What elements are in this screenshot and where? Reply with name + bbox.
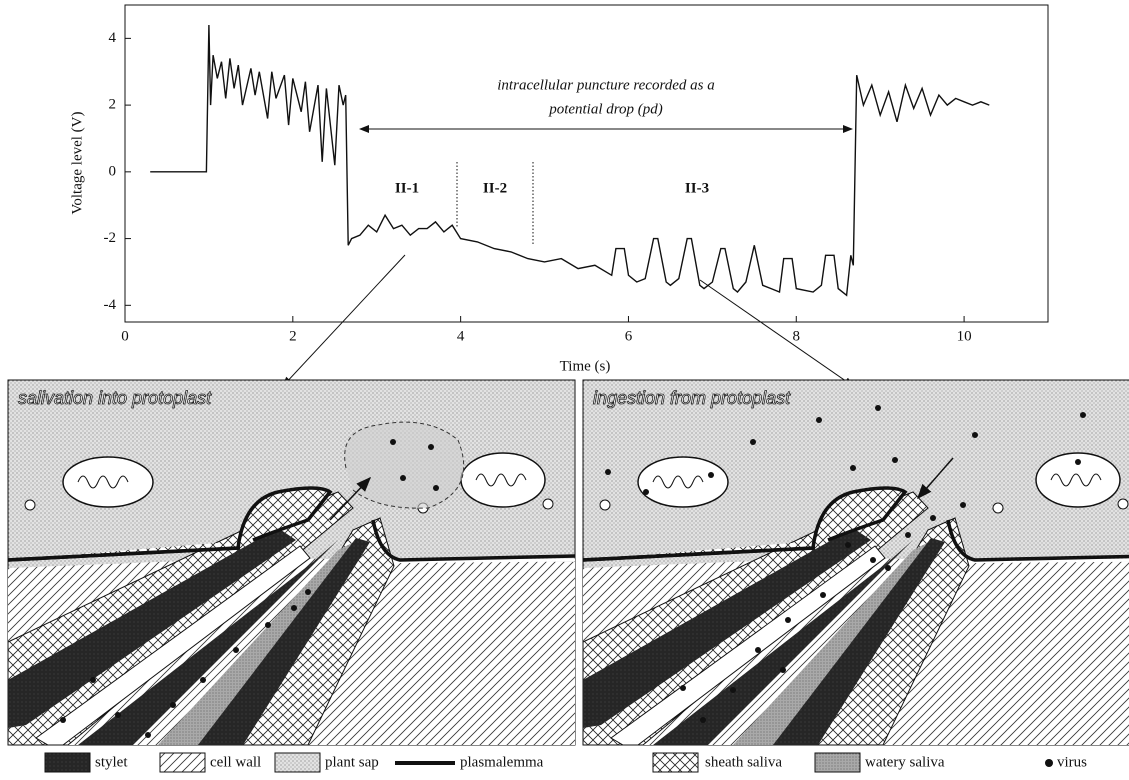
legend-label: watery saliva <box>865 754 945 770</box>
legend-label: stylet <box>95 754 128 770</box>
legend-swatch <box>652 752 699 773</box>
panel-title: salivation into protoplast <box>18 388 212 408</box>
x-tick-label: 6 <box>625 328 633 344</box>
legend-label: plant sap <box>325 754 379 770</box>
x-tick-label: 0 <box>121 328 129 344</box>
phase-label: II-3 <box>685 180 709 196</box>
x-tick-label: 10 <box>957 328 972 344</box>
x-tick-label: 2 <box>289 328 297 344</box>
phase-label: II-1 <box>395 180 419 196</box>
annotation: potential drop (pd) <box>548 101 663 117</box>
y-axis-title: Voltage level (V) <box>69 111 85 214</box>
legend-label: cell wall <box>210 754 261 770</box>
callout-arrow <box>282 254 406 387</box>
legend-swatch <box>44 752 91 773</box>
panel-right: ingestion from protoplast <box>581 378 1129 747</box>
legend-label: sheath saliva <box>705 754 782 770</box>
legend-label: plasmalemma <box>460 754 544 770</box>
phase-label: II-2 <box>483 180 507 196</box>
x-tick-label: 4 <box>457 328 465 344</box>
voltage-trace <box>150 24 990 297</box>
legend-swatch <box>159 752 206 773</box>
y-tick-label: 2 <box>109 97 117 113</box>
legend-swatch <box>274 752 321 773</box>
y-tick-label: -2 <box>104 230 117 246</box>
legend: stylet cell wall plant sap plasmalemma sheat… <box>44 752 1087 773</box>
annotation: intracellular puncture recorded as a <box>497 77 714 93</box>
y-tick-label: -4 <box>104 297 117 313</box>
legend-swatch <box>814 752 861 773</box>
callout-arrow <box>699 279 854 387</box>
x-axis-title: Time (s) <box>560 358 611 374</box>
legend-label: virus <box>1057 754 1087 770</box>
x-tick-label: 8 <box>793 328 801 344</box>
y-tick-label: 0 <box>109 163 117 179</box>
y-tick-label: 4 <box>109 30 117 46</box>
legend-swatch <box>1045 759 1053 767</box>
plot-frame <box>124 4 1049 323</box>
panel-left: salivation into protoplast <box>6 378 577 747</box>
panel-title: ingestion from protoplast <box>593 388 791 408</box>
